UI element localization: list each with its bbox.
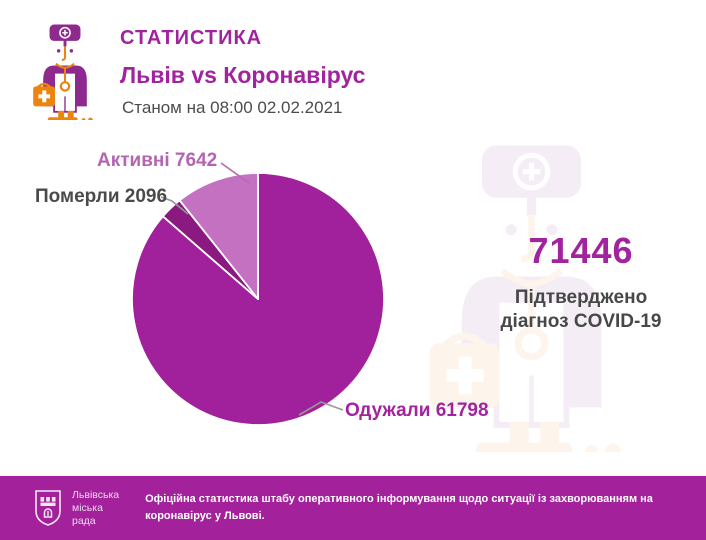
footer-description-line1: Офіційна статистика штабу оперативного і… <box>145 493 653 505</box>
header: СТАТИСТИКА Львів vs Коронавірус Станом н… <box>120 27 365 118</box>
confirmed-total-caption: Підтверджено діагноз COVID-19 <box>500 287 662 332</box>
doctor-icon <box>32 23 94 120</box>
confirmed-total-block: 71446 Підтверджено діагноз COVID-19 <box>471 230 691 334</box>
as-of-date: Станом на 08:00 02.02.2021 <box>122 98 343 117</box>
page-subtitle: Львів vs Коронавірус <box>120 62 366 88</box>
council-name: Львівська міська рада <box>72 489 119 528</box>
pie-label-deaths: Померли 2096 <box>35 186 168 207</box>
pie-label-active: Активні 7642 <box>97 150 218 171</box>
council-name-line: Львівська <box>72 488 120 501</box>
footer-bar: Львівська міська рада Офіційна статистик… <box>0 476 706 540</box>
pie-label-recovered: Одужали 61798 <box>345 400 489 421</box>
pie-chart <box>131 172 385 426</box>
council-name-line: рада <box>72 514 96 527</box>
lviv-city-council-crest-icon <box>35 490 61 526</box>
confirmed-total-value: 71446 <box>528 230 634 271</box>
footer-description: Офіційна статистика штабу оперативного і… <box>145 491 653 525</box>
page-title: СТАТИСТИКА <box>120 27 263 49</box>
council-name-line: міська <box>72 501 103 514</box>
footer-description-line2: коронавірус у Львові. <box>145 510 265 522</box>
